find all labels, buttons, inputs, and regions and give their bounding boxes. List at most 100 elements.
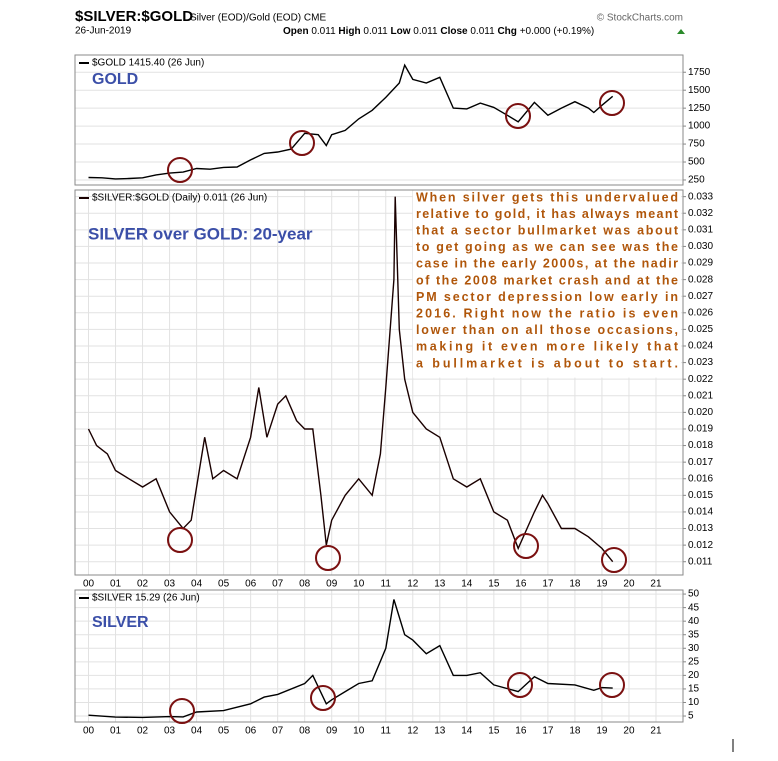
annotation-line: PM sector depression low early in bbox=[416, 290, 678, 304]
y-tick-label: 0.033 bbox=[688, 191, 713, 202]
y-tick-label: 0.015 bbox=[688, 490, 713, 501]
x-tick-label: 09 bbox=[326, 726, 338, 737]
price-line bbox=[88, 599, 613, 719]
y-tick-label: 0.025 bbox=[688, 324, 713, 335]
y-tick-label: 5 bbox=[688, 711, 694, 722]
legend-label: $SILVER 15.29 (26 Jun) bbox=[92, 593, 200, 604]
y-tick-label: 0.020 bbox=[688, 407, 713, 418]
panel-title: SILVER bbox=[92, 614, 149, 631]
x-tick-label: 08 bbox=[299, 579, 311, 590]
y-tick-label: 500 bbox=[688, 157, 705, 168]
quote-value: 0.011 bbox=[470, 26, 495, 37]
highlight-circle bbox=[505, 103, 531, 129]
panel-title: SILVER over GOLD: 20-year bbox=[88, 224, 313, 243]
annotation-line: relative to gold, it has always meant bbox=[416, 207, 679, 221]
x-tick-label: 17 bbox=[542, 726, 554, 737]
x-tick-label: 02 bbox=[137, 579, 149, 590]
y-tick-label: 0.032 bbox=[688, 208, 713, 219]
y-tick-label: 0.028 bbox=[688, 274, 713, 285]
highlight-circle bbox=[315, 545, 341, 571]
annotation-line: that a sector bullmarket was about bbox=[416, 223, 679, 237]
x-tick-label: 10 bbox=[353, 726, 365, 737]
x-tick-label: 15 bbox=[488, 579, 500, 590]
highlight-circle bbox=[289, 130, 315, 156]
annotation-line: to get going as we can see was the bbox=[416, 240, 678, 254]
y-tick-label: 35 bbox=[688, 629, 700, 640]
x-tick-label: 17 bbox=[542, 579, 554, 590]
x-tick-label: 08 bbox=[299, 726, 311, 737]
x-tick-label: 16 bbox=[515, 579, 527, 590]
y-tick-label: 0.019 bbox=[688, 424, 713, 435]
y-tick-label: 0.023 bbox=[688, 357, 713, 368]
annotation-line: a bullmarket is about to start. bbox=[416, 356, 678, 370]
annotation-line: When silver gets this undervalued bbox=[416, 190, 678, 204]
x-tick-label: 05 bbox=[218, 726, 230, 737]
y-tick-label: 0.011 bbox=[688, 556, 713, 567]
panel-title: GOLD bbox=[92, 71, 138, 88]
highlight-circle bbox=[601, 547, 627, 573]
x-tick-label: 01 bbox=[110, 579, 122, 590]
x-tick-label: 10 bbox=[353, 579, 365, 590]
panel-frame bbox=[74, 589, 684, 723]
y-tick-label: 0.021 bbox=[688, 390, 713, 401]
x-tick-label: 16 bbox=[515, 726, 527, 737]
x-tick-label: 06 bbox=[245, 579, 257, 590]
x-tick-label: 19 bbox=[596, 726, 608, 737]
x-tick-label: 04 bbox=[191, 579, 203, 590]
quote-value: +0.000 (+0.19%) bbox=[520, 26, 595, 37]
description: Silver (EOD)/Gold (EOD) CME bbox=[190, 13, 326, 24]
highlight-circle bbox=[167, 527, 193, 553]
x-tick-label: 11 bbox=[381, 579, 392, 590]
x-tick-label: 13 bbox=[434, 579, 446, 590]
quote-value: 0.011 bbox=[363, 26, 388, 37]
y-tick-label: 40 bbox=[688, 616, 700, 627]
y-tick-label: 0.024 bbox=[688, 341, 713, 352]
quote-label: Open bbox=[283, 26, 309, 37]
y-tick-label: 1250 bbox=[688, 103, 711, 114]
x-tick-label: 11 bbox=[381, 726, 392, 737]
quote-label: Chg bbox=[497, 26, 516, 37]
y-tick-label: 0.013 bbox=[688, 523, 713, 534]
source: © StockCharts.com bbox=[597, 13, 683, 24]
x-tick-label: 00 bbox=[83, 579, 95, 590]
y-tick-label: 0.014 bbox=[688, 507, 713, 518]
legend-label: $SILVER:$GOLD (Daily) 0.011 (26 Jun) bbox=[92, 193, 267, 204]
y-tick-label: 0.012 bbox=[688, 540, 713, 551]
quote-label: High bbox=[338, 26, 360, 37]
date: 26-Jun-2019 bbox=[75, 26, 132, 37]
y-tick-label: 250 bbox=[688, 175, 705, 186]
y-tick-label: 45 bbox=[688, 602, 700, 613]
y-tick-label: 0.030 bbox=[688, 241, 713, 252]
y-tick-label: 0.031 bbox=[688, 224, 713, 235]
y-tick-label: 750 bbox=[688, 139, 705, 150]
x-tick-label: 20 bbox=[623, 579, 635, 590]
highlight-circle bbox=[169, 698, 195, 724]
highlight-circle bbox=[513, 533, 539, 559]
annotation-line: lower than on all those occasions, bbox=[416, 323, 678, 337]
x-tick-label: 15 bbox=[488, 726, 500, 737]
x-tick-label: 18 bbox=[569, 579, 581, 590]
y-tick-label: 0.022 bbox=[688, 374, 713, 385]
annotation-bg bbox=[413, 191, 681, 378]
annotation-line: case in the early 2000s, at the nadir bbox=[416, 257, 678, 271]
x-tick-label: 19 bbox=[596, 579, 608, 590]
quote-label: Close bbox=[440, 26, 468, 37]
y-tick-label: 0.017 bbox=[688, 457, 713, 468]
x-tick-label: 09 bbox=[326, 579, 338, 590]
quote: Open 0.011 High 0.011 Low 0.011 Close 0.… bbox=[283, 26, 594, 37]
quote-value: 0.011 bbox=[311, 26, 336, 37]
y-tick-label: 10 bbox=[688, 697, 700, 708]
y-tick-label: 30 bbox=[688, 643, 700, 654]
y-tick-label: 25 bbox=[688, 656, 700, 667]
highlight-circle bbox=[599, 672, 625, 698]
highlight-circle bbox=[599, 90, 625, 116]
x-tick-label: 04 bbox=[191, 726, 203, 737]
x-tick-label: 02 bbox=[137, 726, 149, 737]
highlight-circle bbox=[310, 685, 336, 711]
price-line bbox=[87, 196, 614, 563]
panel-frame bbox=[74, 189, 684, 576]
price-line bbox=[88, 63, 614, 180]
x-tick-label: 13 bbox=[434, 726, 446, 737]
x-tick-label: 14 bbox=[461, 726, 473, 737]
